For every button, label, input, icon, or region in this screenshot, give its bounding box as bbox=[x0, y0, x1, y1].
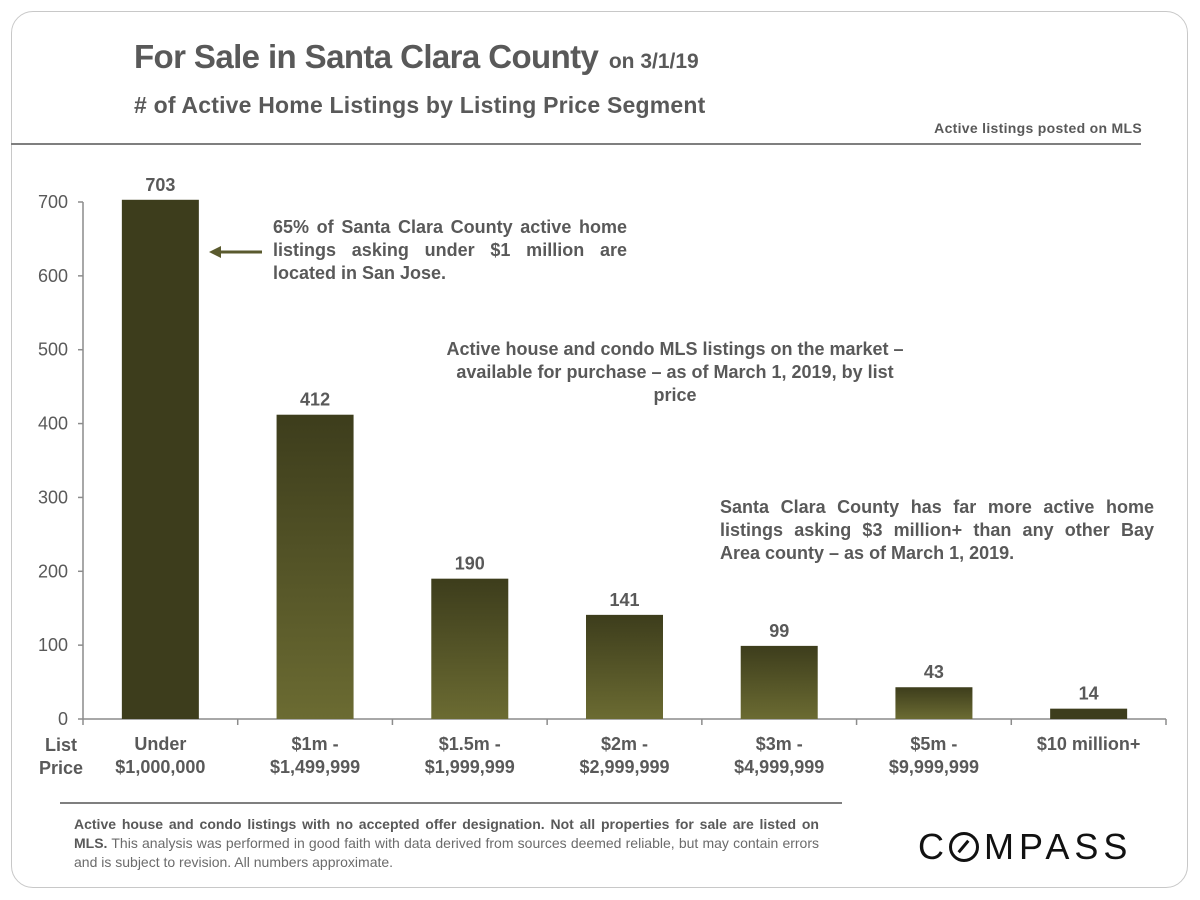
source-note: Active listings posted on MLS bbox=[934, 120, 1142, 136]
x-tick-label: $1,999,999 bbox=[425, 757, 515, 777]
x-tick-label: $5m - bbox=[910, 734, 957, 754]
footer-divider bbox=[60, 802, 842, 804]
x-tick-label: $9,999,999 bbox=[889, 757, 979, 777]
data-label: 99 bbox=[769, 621, 789, 641]
x-tick-label: $4,999,999 bbox=[734, 757, 824, 777]
bar bbox=[1050, 708, 1128, 719]
footnote-text: This analysis was performed in good fait… bbox=[74, 835, 819, 870]
data-label: 43 bbox=[924, 662, 944, 682]
chart-title: For Sale in Santa Clara County on 3/1/19 bbox=[134, 38, 699, 76]
y-tick-label: 400 bbox=[38, 414, 68, 434]
data-label: 141 bbox=[609, 590, 639, 610]
bars bbox=[121, 199, 1128, 719]
x-axis-title-line1: List bbox=[44, 735, 77, 755]
x-tick-label: $3m - bbox=[756, 734, 803, 754]
x-tick-label: $1,499,999 bbox=[270, 757, 360, 777]
x-tick-label: Under bbox=[134, 734, 186, 754]
annotation-san-jose: 65% of Santa Clara County active home li… bbox=[273, 217, 627, 283]
bar bbox=[276, 414, 354, 719]
x-tick-label: $1m - bbox=[292, 734, 339, 754]
bar bbox=[431, 578, 509, 719]
data-labels: 703 412 190 141 99 43 14 bbox=[145, 175, 1098, 704]
y-tick-label: 700 bbox=[38, 192, 68, 212]
y-tick-label: 0 bbox=[58, 709, 68, 729]
y-tick-label: 500 bbox=[38, 340, 68, 360]
footnote: Active house and condo listings with no … bbox=[74, 815, 819, 872]
y-tick-label: 300 bbox=[38, 487, 68, 507]
bar bbox=[895, 687, 973, 719]
annotation-luxury: Santa Clara County has far more active h… bbox=[720, 497, 1154, 563]
data-label: 190 bbox=[455, 554, 485, 574]
chart-title-date: on 3/1/19 bbox=[608, 50, 699, 73]
data-label: 412 bbox=[300, 390, 330, 410]
compass-logo: C MPASS bbox=[918, 826, 1132, 868]
x-tick-label: $1,000,000 bbox=[115, 757, 205, 777]
logo-rest: MPASS bbox=[984, 826, 1133, 867]
logo-c: C bbox=[918, 826, 949, 867]
left-arrow-icon bbox=[209, 246, 262, 258]
bar bbox=[121, 199, 199, 719]
y-tick-label: 600 bbox=[38, 266, 68, 286]
y-tick-label: 200 bbox=[38, 561, 68, 581]
chart-subtitle: # of Active Home Listings by Listing Pri… bbox=[134, 92, 706, 118]
x-tick-label: $2,999,999 bbox=[579, 757, 669, 777]
footnote-bold: Active house and condo listings with no … bbox=[74, 816, 819, 851]
annotation-description: Active house and condo MLS listings on t… bbox=[446, 339, 904, 405]
y-tick-label: 100 bbox=[38, 635, 68, 655]
x-tick-label: $10 million+ bbox=[1037, 734, 1141, 754]
bar bbox=[740, 645, 818, 719]
chart-card bbox=[11, 11, 1188, 888]
header-divider bbox=[11, 143, 1141, 145]
compass-o-icon bbox=[949, 832, 979, 862]
x-axis bbox=[82, 718, 1167, 725]
x-axis-title: List Price bbox=[38, 734, 84, 780]
x-axis-title-line2: Price bbox=[38, 758, 84, 778]
y-axis: 0 100 200 300 400 500 600 700 bbox=[38, 192, 84, 729]
data-label: 703 bbox=[145, 175, 175, 195]
x-tick-label: $2m - bbox=[601, 734, 648, 754]
x-tick-labels: Under $1,000,000 $1m - $1,499,999 $1.5m - $1,… bbox=[115, 734, 1140, 777]
data-label: 14 bbox=[1079, 684, 1099, 704]
x-tick-label: $1.5m - bbox=[439, 734, 501, 754]
chart-title-main: For Sale in Santa Clara County bbox=[134, 38, 599, 75]
bar bbox=[586, 614, 663, 719]
